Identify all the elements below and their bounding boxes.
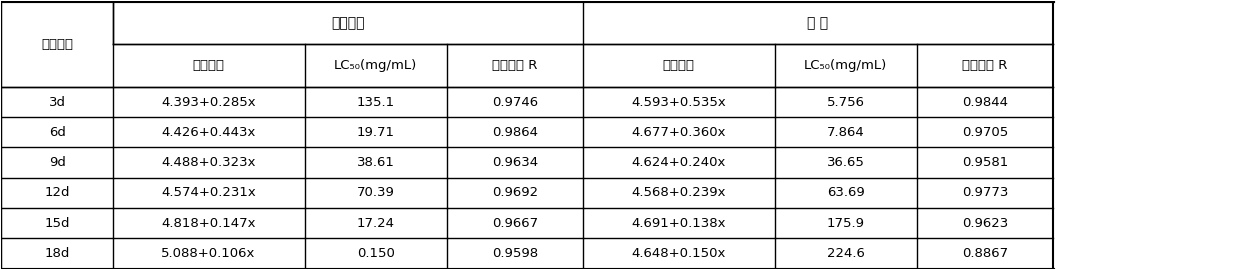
- Text: 0.8867: 0.8867: [962, 247, 1008, 260]
- Text: 4.648+0.150x: 4.648+0.150x: [631, 247, 725, 260]
- Text: 18d: 18d: [45, 247, 69, 260]
- Text: 38.61: 38.61: [357, 156, 394, 169]
- Text: 6d: 6d: [48, 126, 66, 139]
- Text: 4.574+0.231x: 4.574+0.231x: [161, 186, 255, 200]
- Text: 调查时间: 调查时间: [41, 38, 73, 51]
- Text: 4.691+0.138x: 4.691+0.138x: [631, 217, 725, 230]
- Text: 5.756: 5.756: [827, 96, 864, 109]
- Text: 0.9667: 0.9667: [492, 217, 538, 230]
- Text: 12d: 12d: [45, 186, 69, 200]
- Text: 0.150: 0.150: [357, 247, 394, 260]
- Text: 0.9773: 0.9773: [962, 186, 1008, 200]
- Text: 7.864: 7.864: [827, 126, 864, 139]
- Text: 224.6: 224.6: [827, 247, 864, 260]
- Text: LC₅₀(mg/mL): LC₅₀(mg/mL): [334, 59, 418, 72]
- Text: 毒力方程: 毒力方程: [192, 59, 224, 72]
- Text: 0.9746: 0.9746: [492, 96, 538, 109]
- Text: 9d: 9d: [48, 156, 66, 169]
- Text: 相关系数 R: 相关系数 R: [492, 59, 537, 72]
- Text: 4.393+0.285x: 4.393+0.285x: [161, 96, 255, 109]
- Text: 0.9844: 0.9844: [962, 96, 1008, 109]
- Text: 0.9864: 0.9864: [492, 126, 538, 139]
- Text: 0.9623: 0.9623: [962, 217, 1008, 230]
- Text: 0.9705: 0.9705: [962, 126, 1008, 139]
- Text: 175.9: 175.9: [827, 217, 864, 230]
- Text: 毒力方程: 毒力方程: [662, 59, 694, 72]
- Text: 135.1: 135.1: [357, 96, 394, 109]
- Text: 63.69: 63.69: [827, 186, 864, 200]
- Text: 0.9692: 0.9692: [492, 186, 538, 200]
- Text: 0.9581: 0.9581: [962, 156, 1008, 169]
- Text: 4.818+0.147x: 4.818+0.147x: [161, 217, 255, 230]
- Text: 4.677+0.360x: 4.677+0.360x: [631, 126, 725, 139]
- Text: 4.426+0.443x: 4.426+0.443x: [161, 126, 255, 139]
- Text: 4.568+0.239x: 4.568+0.239x: [631, 186, 725, 200]
- Text: 纳米微球: 纳米微球: [331, 16, 365, 30]
- Text: 0.9598: 0.9598: [492, 247, 538, 260]
- Text: 相关系数 R: 相关系数 R: [962, 59, 1008, 72]
- Text: 19.71: 19.71: [357, 126, 394, 139]
- Text: 0.9634: 0.9634: [492, 156, 538, 169]
- Text: 4.593+0.535x: 4.593+0.535x: [631, 96, 727, 109]
- Text: 4.488+0.323x: 4.488+0.323x: [161, 156, 255, 169]
- Text: 4.624+0.240x: 4.624+0.240x: [631, 156, 725, 169]
- Text: 5.088+0.106x: 5.088+0.106x: [161, 247, 255, 260]
- Text: LC₅₀(mg/mL): LC₅₀(mg/mL): [805, 59, 888, 72]
- Text: 15d: 15d: [45, 217, 69, 230]
- Text: 36.65: 36.65: [827, 156, 864, 169]
- Text: 70.39: 70.39: [357, 186, 394, 200]
- Text: 3d: 3d: [48, 96, 66, 109]
- Text: 17.24: 17.24: [357, 217, 394, 230]
- Text: 乳 油: 乳 油: [807, 16, 828, 30]
